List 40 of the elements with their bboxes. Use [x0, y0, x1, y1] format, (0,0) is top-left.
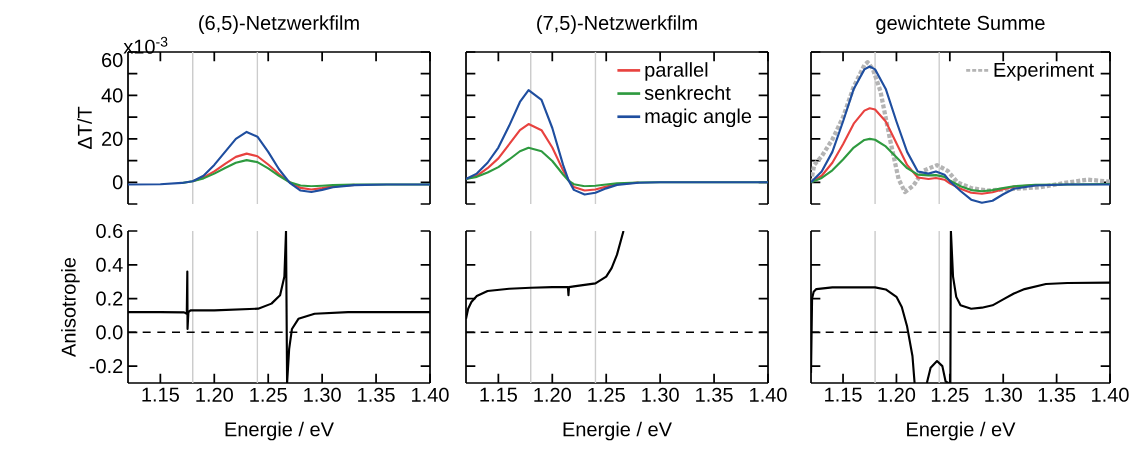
legend-label: senkrecht: [644, 85, 731, 100]
x-axis-title: Energie / eV: [907, 421, 1016, 441]
x-tick-label: 1.40: [750, 387, 787, 402]
y-tick-label: 60: [102, 52, 123, 68]
chart-title: (6,5)-Netzwerkfilm: [199, 15, 359, 34]
x-tick-label: 1.40: [412, 387, 449, 402]
y-tick-label: 0.6: [96, 223, 123, 239]
x-tick-label: 1.35: [1038, 387, 1076, 402]
x-tick-label: 1.40: [1092, 387, 1129, 402]
chart-title: (7,5)-Netzwerkfilm: [537, 15, 697, 34]
y-tick-label: -0.2: [89, 359, 123, 374]
x-tick-label: 1.30: [985, 387, 1022, 402]
x-tick-label: 1.20: [878, 387, 916, 402]
x-axis-title: Energie / eV: [563, 421, 672, 441]
y-tick-label: 0.2: [96, 291, 123, 306]
x-tick-label: 1.25: [931, 387, 969, 402]
x-tick-label: 1.30: [642, 387, 679, 402]
x-tick-label: 1.35: [696, 387, 733, 402]
y-tick-label: 20: [102, 131, 123, 146]
x-tick-label: 1.15: [480, 387, 517, 402]
chart-title: gewichtete Summe: [876, 15, 1045, 34]
x-axis-title: Energie / eV: [225, 421, 334, 441]
legend-label: parallel: [645, 62, 708, 81]
y-axis-title: Anisotropie: [61, 257, 80, 357]
y-tick-label: 0.4: [96, 257, 123, 272]
x-tick-label: 1.30: [304, 387, 341, 402]
legend-label: Experiment: [994, 62, 1094, 81]
legend-label: magic angle: [645, 108, 752, 128]
x-tick-label: 1.25: [588, 387, 625, 402]
x-tick-label: 1.25: [250, 387, 287, 402]
y-tick-label: 0: [112, 175, 123, 190]
x-tick-label: 1.20: [196, 387, 233, 402]
annotation: x10$^{-3}$: [123, 36, 168, 54]
y-tick-label: 40: [101, 88, 123, 103]
x-tick-label: 1.35: [358, 387, 395, 402]
x-tick-label: 1.15: [142, 387, 179, 402]
x-tick-label: 1.15: [825, 387, 862, 402]
y-tick-label: 0.0: [96, 325, 123, 340]
x-tick-label: 1.20: [534, 387, 571, 402]
y-axis-title: ΔT/T: [77, 106, 92, 150]
